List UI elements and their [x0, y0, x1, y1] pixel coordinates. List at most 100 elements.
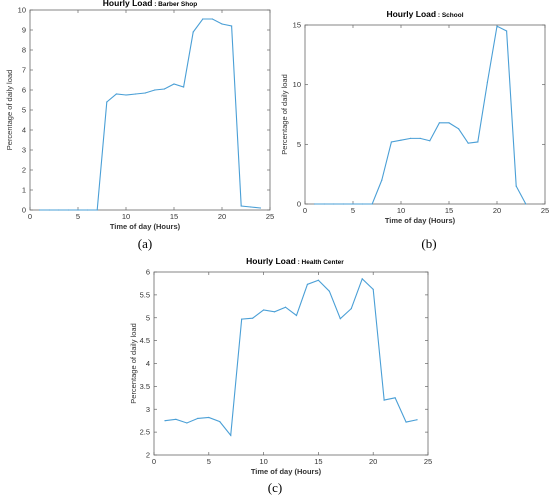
data-point	[416, 419, 418, 421]
x-tick-label: 5	[207, 457, 211, 466]
data-point	[144, 92, 146, 94]
data-point	[241, 318, 243, 320]
x-tick-label: 10	[122, 212, 130, 221]
data-point	[419, 137, 421, 139]
y-tick-label: 6	[146, 268, 150, 277]
data-point	[250, 206, 252, 208]
plot-area	[153, 271, 429, 456]
y-tick-label: 10	[18, 6, 26, 15]
y-tick-label: 0	[297, 200, 301, 209]
data-point	[87, 209, 89, 211]
y-tick-label: 2.5	[140, 428, 150, 437]
data-point	[448, 122, 450, 124]
chart-panel-c: Hourly Load : Health Center 0 5 10 15 20 25 2 2.…	[110, 252, 450, 477]
y-tick-label: 5.5	[140, 290, 150, 299]
chart-title: Hourly Load : Health Center	[246, 256, 344, 266]
y-tick-label: 4	[146, 359, 150, 368]
data-point	[67, 209, 69, 211]
y-tick-label: 15	[293, 21, 301, 30]
y-tick-label: 9	[22, 26, 26, 35]
series-line	[39, 18, 261, 211]
data-point	[333, 203, 335, 205]
data-point	[135, 93, 137, 95]
data-point	[496, 25, 498, 27]
y-tick-label: 3.5	[140, 382, 150, 391]
data-point	[77, 209, 79, 211]
x-tick-label: 10	[259, 457, 267, 466]
data-point	[273, 311, 276, 313]
data-point	[163, 88, 165, 90]
x-axis-label: Time of day (Hours)	[251, 467, 322, 476]
x-tick-label: 10	[397, 206, 405, 215]
data-point	[259, 207, 261, 209]
x-tick-label: 5	[76, 212, 80, 221]
data-point	[323, 203, 325, 205]
data-point	[175, 418, 177, 420]
y-tick-label: 3	[22, 146, 26, 155]
y-axis-label: Percentage of daily load	[129, 323, 138, 403]
x-tick-label: 25	[541, 206, 549, 215]
y-tick-label: 4.5	[140, 336, 150, 345]
data-point	[154, 89, 156, 91]
y-axis-label: Percentage of daily load	[5, 70, 14, 150]
y-tick-label: 1	[22, 186, 26, 195]
data-point	[317, 279, 319, 281]
data-point	[252, 317, 254, 319]
series-line	[164, 277, 418, 437]
data-point	[390, 141, 392, 143]
data-point	[58, 209, 60, 211]
chart-title: Hourly Load : Barber Shop	[103, 0, 197, 8]
x-tick-label: 15	[445, 206, 453, 215]
y-tick-label: 0	[22, 206, 26, 215]
data-point	[106, 101, 108, 103]
y-tick-label: 3	[146, 405, 150, 414]
x-tick-label: 15	[170, 212, 178, 221]
data-point	[350, 308, 352, 310]
data-point	[211, 18, 213, 20]
data-point	[486, 81, 488, 83]
data-point	[381, 179, 383, 181]
y-tick-label: 8	[22, 46, 26, 55]
data-point	[467, 142, 469, 144]
x-tick-label: 25	[424, 457, 432, 466]
data-point	[438, 122, 440, 124]
data-point	[230, 434, 232, 436]
data-point	[219, 421, 221, 423]
x-tick-label: 25	[266, 212, 274, 221]
x-tick-label: 0	[152, 457, 156, 466]
x-tick-label: 20	[218, 212, 226, 221]
data-point	[314, 203, 316, 205]
data-point	[352, 203, 354, 205]
data-point	[328, 290, 330, 292]
data-point	[339, 318, 341, 320]
plot-area	[304, 24, 546, 205]
x-axis-label: Time of day (Hours)	[385, 216, 456, 225]
caption-c: (c)	[267, 480, 283, 495]
data-point	[186, 422, 188, 424]
chart-svg-c: Hourly Load : Health Center 0 5 10 15 20 25 2 2.…	[129, 256, 432, 476]
y-tick-label: 2	[146, 451, 150, 460]
data-point	[371, 203, 373, 205]
data-point	[458, 128, 460, 130]
data-point	[506, 30, 508, 32]
data-point	[477, 141, 479, 143]
data-point	[240, 205, 242, 207]
data-point	[183, 86, 185, 88]
y-tick-label: 10	[293, 80, 301, 89]
data-point	[525, 203, 527, 205]
chart-panel-a: Hourly Load : Barber Shop 0 5 10 15 20 25 0 1 2 3 4…	[0, 0, 275, 231]
x-axis-label: Time of day (Hours)	[110, 222, 181, 231]
data-point	[96, 209, 98, 211]
caption-a: (a)	[137, 236, 153, 251]
y-tick-label: 5	[146, 313, 150, 322]
x-tick-label: 0	[303, 206, 307, 215]
data-point	[164, 420, 166, 422]
data-point	[231, 25, 233, 27]
x-tick-label: 20	[493, 206, 501, 215]
data-point	[515, 185, 517, 187]
data-point	[372, 288, 374, 290]
data-point	[48, 209, 50, 211]
data-point	[284, 306, 287, 308]
x-tick-label: 5	[351, 206, 355, 215]
x-tick-label: 20	[369, 457, 377, 466]
